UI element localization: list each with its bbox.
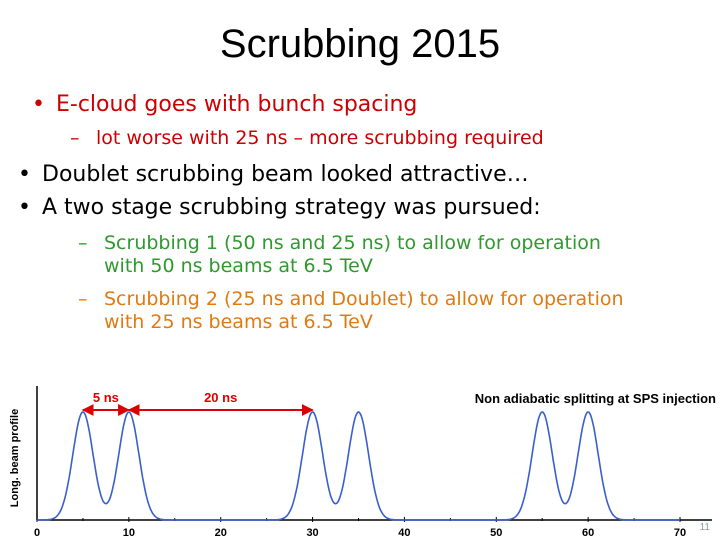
beam-profile-chart: 0 10 20 30 40 50 60 70 5 ns 20 ns Non adiabatic … — [9, 386, 716, 539]
bullet-marker: • — [18, 162, 31, 187]
x-tick-label: 0 — [34, 527, 40, 539]
page-number: 11 — [700, 522, 711, 533]
bullet-text: A two stage scrubbing strategy was pursu… — [42, 195, 541, 220]
subbullet-text: lot worse with 25 ns – more scrubbing re… — [96, 127, 544, 149]
chart-annotations: 5 ns 20 ns — [81, 390, 314, 416]
subbullet-line2: with 25 ns beams at 6.5 TeV — [104, 311, 373, 333]
bullet-marker: • — [18, 195, 31, 220]
subbullet-line1: Scrubbing 1 (50 ns and 25 ns) to allow f… — [104, 232, 601, 254]
bullet-text: E-cloud goes with bunch spacing — [56, 92, 418, 117]
bullet-strategy: • A two stage scrubbing strategy was purs… — [18, 195, 541, 220]
slide-title: Scrubbing 2015 — [219, 22, 501, 66]
beam-profile-curve — [37, 411, 680, 521]
x-tick-label: 50 — [490, 527, 502, 539]
chart-title: Non adiabatic splitting at SPS injection — [475, 391, 716, 406]
x-tick-label: 30 — [306, 527, 318, 539]
bullet-ecloud: • E-cloud goes with bunch spacing — [32, 92, 417, 117]
bullet-text: Doublet scrubbing beam looked attractive… — [42, 162, 529, 187]
x-tick-label: 60 — [582, 527, 594, 539]
subbullet-25ns: – lot worse with 25 ns – more scrubbing r… — [70, 127, 544, 149]
subbullet-scrubbing2: – Scrubbing 2 (25 ns and Doublet) to allo… — [78, 288, 624, 334]
x-tick-label: 70 — [674, 527, 686, 539]
x-tick-label: 40 — [398, 527, 410, 539]
dash-marker: – — [70, 127, 80, 149]
dash-marker: – — [78, 288, 88, 310]
spacing-label: 20 ns — [204, 390, 237, 405]
y-axis-label: Long. beam profile — [9, 409, 21, 507]
bullet-marker: • — [32, 92, 45, 117]
subbullet-scrubbing1: – Scrubbing 1 (50 ns and 25 ns) to allow … — [78, 232, 601, 278]
dash-marker: – — [78, 232, 88, 254]
chart-axes: 0 10 20 30 40 50 60 70 — [34, 386, 712, 539]
bullet-doublet: • Doublet scrubbing beam looked attractiv… — [18, 162, 529, 187]
chart-series — [37, 411, 680, 521]
subbullet-line1: Scrubbing 2 (25 ns and Doublet) to allow… — [104, 288, 624, 310]
x-tick-label: 10 — [123, 527, 135, 539]
spacing-label: 5 ns — [93, 390, 119, 405]
subbullet-line2: with 50 ns beams at 6.5 TeV — [104, 255, 373, 277]
x-tick-label: 20 — [215, 527, 227, 539]
